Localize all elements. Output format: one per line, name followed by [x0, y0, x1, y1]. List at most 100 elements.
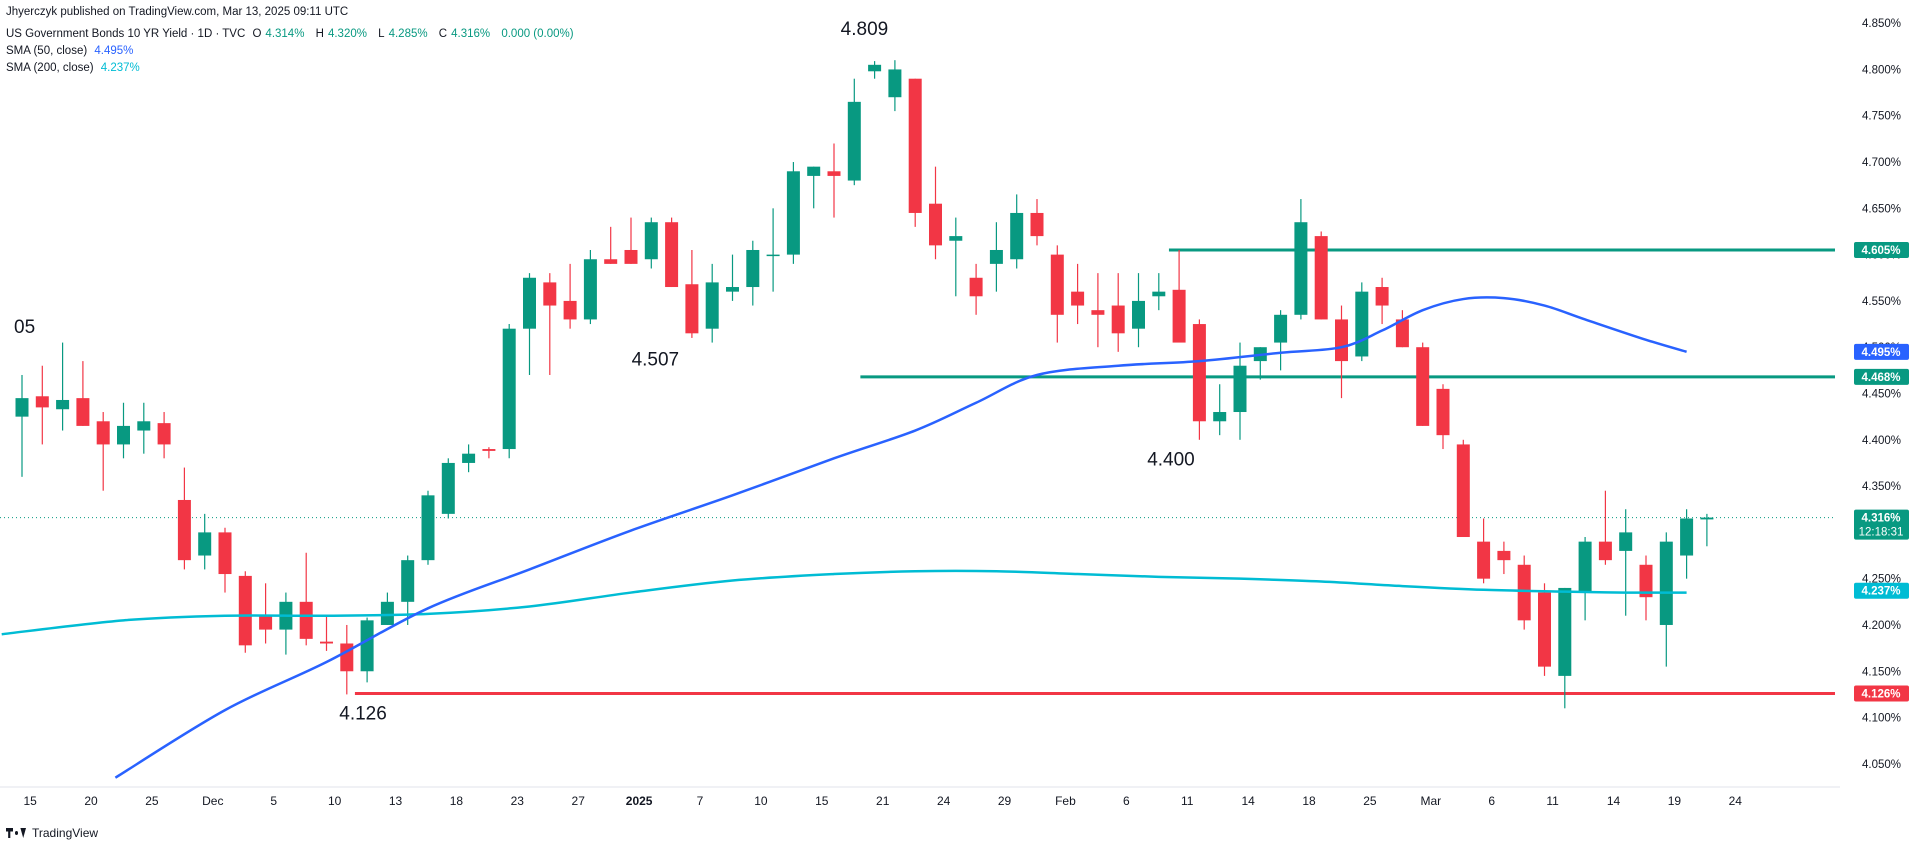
candle-body	[888, 69, 902, 98]
candle-body	[685, 284, 699, 334]
candle	[1192, 319, 1206, 440]
candle	[299, 552, 313, 646]
candle	[827, 143, 841, 218]
high-value: 4.320%	[327, 28, 367, 40]
sma-badge-0: 4.495%	[1854, 343, 1909, 360]
brand-footer[interactable]: TradingView	[6, 826, 98, 840]
y-tick-label: 4.800%	[1862, 64, 1901, 76]
candle-body	[259, 615, 273, 630]
candle	[1558, 587, 1572, 709]
x-tick-label: 15	[23, 794, 37, 808]
candle-body	[117, 425, 130, 445]
candle	[786, 162, 800, 264]
candle-body	[1355, 291, 1369, 357]
candle-body	[238, 575, 252, 646]
open-label: O	[252, 28, 262, 40]
sma50-label: SMA (50, close)	[6, 45, 88, 57]
candle	[989, 222, 1003, 292]
candle-body	[462, 453, 476, 463]
candle-body	[1213, 412, 1227, 422]
candle-body	[1619, 532, 1633, 551]
sma200-legend[interactable]: SMA (200, close) 4.237%	[6, 62, 144, 74]
x-tick-label: 18	[450, 794, 464, 808]
sma50-legend[interactable]: SMA (50, close) 4.495%	[6, 45, 137, 57]
sma-badge-0-text: 4.495%	[1861, 347, 1900, 359]
candle	[1294, 199, 1308, 320]
candle-body	[1680, 518, 1694, 556]
y-tick-label: 4.350%	[1862, 481, 1901, 493]
candle-body	[563, 300, 577, 320]
candle	[441, 458, 455, 519]
candle-body	[1294, 222, 1308, 315]
sma50-line	[114, 296, 1687, 779]
level-badge-0-bg	[1854, 241, 1909, 258]
y-tick-label: 4.400%	[1862, 435, 1901, 447]
candle	[1598, 490, 1612, 565]
candle-body	[1375, 287, 1389, 306]
candle-body	[746, 249, 760, 288]
candle-body	[1558, 587, 1572, 676]
x-tick-label: 6	[1488, 794, 1495, 808]
candle-body	[543, 282, 557, 306]
candle	[604, 226, 618, 264]
last-price-badge-text: 4.316%	[1861, 513, 1900, 525]
candle	[1111, 273, 1125, 352]
candle-body	[929, 203, 942, 246]
candle	[644, 217, 658, 269]
sma-badge-0-bg	[1854, 343, 1909, 360]
symbol-line: US Government Bonds 10 YR Yield · 1D · T…	[6, 28, 578, 40]
candle-body	[969, 277, 983, 297]
candle-body	[1598, 541, 1612, 561]
y-tick-label: 4.200%	[1862, 620, 1901, 632]
level-badge-2-bg	[1854, 685, 1909, 702]
candle	[380, 592, 394, 625]
sma-badge-1-bg	[1854, 582, 1909, 599]
candle	[1050, 245, 1064, 343]
candle-body	[868, 64, 882, 72]
candle-body	[1456, 444, 1470, 538]
x-tick-label: 24	[937, 794, 951, 808]
candle-body	[583, 259, 597, 320]
candle	[766, 208, 780, 292]
candle-body	[1152, 291, 1166, 297]
last-price-badge: 4.316% 12:18:31	[1854, 509, 1909, 540]
candle	[15, 374, 29, 477]
candle	[340, 624, 354, 695]
candle-body	[482, 449, 496, 451]
candle-body	[624, 249, 638, 264]
y-tick-label: 4.550%	[1862, 296, 1901, 308]
candle-body	[1659, 541, 1673, 625]
candle-body	[1274, 314, 1288, 343]
candle	[523, 273, 536, 375]
candle-body	[299, 601, 313, 639]
candle-body	[502, 328, 516, 450]
x-tick-label: 7	[697, 794, 704, 808]
candle-body	[705, 282, 719, 329]
candle	[1091, 273, 1105, 348]
candle-body	[320, 641, 333, 644]
left-edge-label: 05	[14, 317, 35, 338]
level-badge-1-bg	[1854, 368, 1909, 385]
candle	[1335, 305, 1348, 399]
close-value: 4.316%	[451, 28, 491, 40]
x-tick-label: 10	[328, 794, 342, 808]
candle-body	[644, 222, 658, 260]
sma50-value: 4.495%	[94, 45, 134, 57]
candle	[1517, 555, 1531, 630]
candle-body	[1436, 388, 1450, 436]
candle-body	[1050, 254, 1064, 315]
candle	[1274, 310, 1288, 371]
tradingview-logo-icon	[6, 827, 26, 839]
candle	[908, 78, 922, 227]
open-value: 4.314%	[265, 28, 305, 40]
candle-body	[1395, 319, 1409, 348]
candle	[360, 617, 374, 683]
price-chart[interactable]: 05 4.809 4.507 4.400 4.126 4.050% 4.100% 4.15…	[0, 0, 1919, 822]
candle	[1071, 263, 1085, 325]
candle-body	[1030, 212, 1044, 237]
candle	[1152, 273, 1166, 311]
candle-body	[1416, 347, 1430, 426]
candle	[543, 273, 557, 375]
candle	[1538, 583, 1551, 676]
candle-body	[989, 249, 1003, 264]
